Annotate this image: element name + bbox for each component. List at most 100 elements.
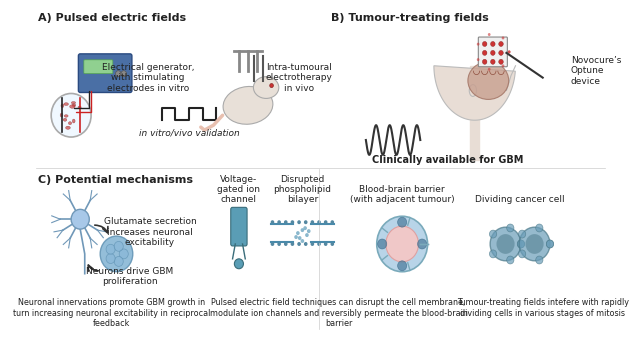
- Circle shape: [488, 68, 491, 71]
- Circle shape: [490, 227, 521, 261]
- Circle shape: [518, 230, 525, 238]
- Circle shape: [119, 249, 128, 259]
- Ellipse shape: [223, 87, 273, 124]
- Ellipse shape: [253, 77, 279, 98]
- Text: Disrupted
phospholipid
bilayer: Disrupted phospholipid bilayer: [273, 174, 332, 204]
- Circle shape: [536, 256, 543, 264]
- Text: Pulsed electric field techniques can disrupt the cell membrane,
modulate ion cha: Pulsed electric field techniques can dis…: [210, 298, 468, 328]
- Circle shape: [499, 42, 503, 46]
- Circle shape: [497, 234, 515, 254]
- Circle shape: [100, 236, 133, 272]
- Circle shape: [234, 259, 243, 269]
- Circle shape: [488, 33, 491, 36]
- Text: Voltage-
gated ion
channel: Voltage- gated ion channel: [218, 174, 260, 204]
- Ellipse shape: [63, 118, 67, 121]
- Text: Dividing cancer cell: Dividing cancer cell: [476, 195, 565, 204]
- Circle shape: [490, 230, 497, 238]
- Circle shape: [277, 242, 281, 246]
- Circle shape: [277, 220, 281, 224]
- Circle shape: [377, 216, 428, 272]
- Circle shape: [397, 217, 406, 227]
- Text: Neurons drive GBM
proliferation: Neurons drive GBM proliferation: [86, 267, 173, 286]
- Circle shape: [291, 220, 294, 224]
- Ellipse shape: [65, 126, 70, 129]
- Ellipse shape: [468, 62, 509, 99]
- FancyBboxPatch shape: [84, 60, 113, 74]
- Text: B) Tumour-treating fields: B) Tumour-treating fields: [332, 13, 489, 23]
- Circle shape: [291, 242, 294, 246]
- Circle shape: [304, 242, 308, 246]
- Circle shape: [303, 226, 307, 230]
- Ellipse shape: [70, 105, 75, 108]
- Circle shape: [51, 94, 91, 137]
- Circle shape: [71, 209, 89, 229]
- Circle shape: [330, 220, 334, 224]
- Circle shape: [330, 242, 334, 246]
- Circle shape: [517, 240, 525, 248]
- Ellipse shape: [72, 104, 76, 106]
- Circle shape: [297, 220, 301, 224]
- Text: Tumour-treating fields intefere with rapidly
dividing cells in various stages of: Tumour-treating fields intefere with rap…: [457, 298, 628, 318]
- Circle shape: [114, 241, 124, 251]
- Text: Electrical generator,
with stimulating
electrodes in vitro: Electrical generator, with stimulating e…: [102, 63, 195, 93]
- Ellipse shape: [68, 122, 72, 125]
- Polygon shape: [470, 66, 479, 160]
- Circle shape: [114, 257, 124, 266]
- Text: Blood-brain barrier
(with adjacent tumour): Blood-brain barrier (with adjacent tumou…: [350, 185, 454, 204]
- Circle shape: [305, 233, 308, 237]
- Ellipse shape: [469, 84, 477, 96]
- Circle shape: [310, 220, 314, 224]
- Circle shape: [284, 242, 287, 246]
- Text: Novocure’s
Optune
device: Novocure’s Optune device: [571, 56, 621, 86]
- Circle shape: [490, 250, 497, 258]
- Text: Neuronal innervations promote GBM growth in
turn increasing neuronal excitabilit: Neuronal innervations promote GBM growth…: [13, 298, 211, 328]
- Circle shape: [116, 71, 121, 77]
- Circle shape: [507, 224, 514, 232]
- Circle shape: [298, 236, 301, 240]
- FancyBboxPatch shape: [478, 37, 508, 67]
- Ellipse shape: [64, 103, 68, 105]
- Circle shape: [525, 234, 543, 254]
- FancyBboxPatch shape: [231, 207, 247, 246]
- Text: Clinically available for GBM: Clinically available for GBM: [372, 155, 523, 165]
- Ellipse shape: [71, 101, 76, 104]
- Circle shape: [269, 83, 273, 88]
- Circle shape: [491, 42, 495, 46]
- Circle shape: [301, 228, 304, 232]
- Text: A) Pulsed electric fields: A) Pulsed electric fields: [38, 13, 186, 23]
- Circle shape: [106, 244, 115, 254]
- Circle shape: [317, 242, 321, 246]
- Circle shape: [477, 58, 479, 61]
- Circle shape: [536, 224, 543, 232]
- Ellipse shape: [72, 119, 75, 123]
- Text: Glutamate secretion
increases neuronal
excitability: Glutamate secretion increases neuronal e…: [104, 217, 196, 247]
- Circle shape: [324, 220, 328, 224]
- Ellipse shape: [78, 106, 81, 108]
- Circle shape: [294, 235, 298, 239]
- Polygon shape: [434, 66, 515, 120]
- Ellipse shape: [61, 104, 64, 107]
- FancyBboxPatch shape: [78, 54, 132, 93]
- Circle shape: [499, 59, 503, 64]
- Circle shape: [519, 227, 550, 261]
- Circle shape: [271, 242, 275, 246]
- Circle shape: [386, 226, 419, 262]
- Circle shape: [517, 240, 525, 248]
- Circle shape: [378, 239, 387, 249]
- Circle shape: [499, 50, 503, 55]
- Circle shape: [307, 229, 310, 233]
- Circle shape: [296, 231, 300, 235]
- Circle shape: [417, 239, 427, 249]
- Circle shape: [491, 59, 495, 64]
- Circle shape: [304, 220, 308, 224]
- Circle shape: [507, 256, 514, 264]
- Circle shape: [284, 220, 287, 224]
- Text: in vitro/vivo validation: in vitro/vivo validation: [139, 128, 239, 137]
- Circle shape: [547, 240, 554, 248]
- Circle shape: [397, 261, 406, 271]
- Circle shape: [502, 64, 504, 67]
- Circle shape: [518, 250, 525, 258]
- Circle shape: [502, 37, 504, 40]
- Text: C) Potential mechanisms: C) Potential mechanisms: [38, 175, 193, 185]
- Circle shape: [301, 239, 304, 243]
